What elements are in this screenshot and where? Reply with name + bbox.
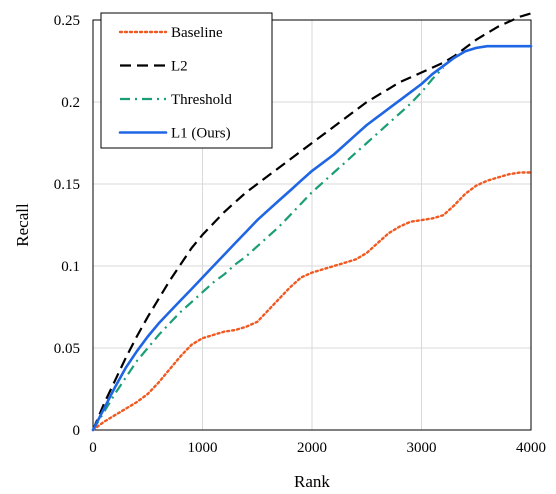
series-line-l1-ours: [91, 44, 533, 432]
y-axis-label: Recall: [13, 203, 32, 247]
series-lines: [91, 12, 533, 432]
y-tick-label: 0.2: [61, 95, 80, 111]
axis-ticks: 0 1000 2000 3000 4000 0 0.05 0.1 0.15 0.2 0.25: [54, 13, 546, 456]
y-tick-label: 0.05: [54, 341, 80, 357]
x-tick-label: 2000: [297, 440, 327, 456]
plot-frame: [92, 19, 532, 431]
legend-label: Baseline: [171, 25, 223, 41]
y-tick-label: 0.1: [61, 259, 80, 275]
series-line-baseline: [91, 171, 533, 432]
x-tick-label: 3000: [407, 440, 437, 456]
y-tick-label: 0.15: [54, 177, 80, 193]
series-line-l2: [91, 12, 532, 431]
legend-label: L2: [171, 59, 188, 75]
legend-label: L1 (Ours): [171, 126, 231, 142]
legend: Baseline L2 Threshold L1 (Ours): [100, 12, 273, 149]
x-axis-label: Rank: [294, 472, 330, 491]
x-tick-label: 1000: [188, 440, 218, 456]
y-tick-label: 0: [73, 423, 81, 439]
series-line-threshold: [92, 66, 445, 431]
x-tick-label: 4000: [516, 440, 546, 456]
legend-box: [100, 12, 273, 149]
x-tick-label: 0: [89, 440, 97, 456]
legend-label: Threshold: [171, 92, 232, 108]
y-tick-label: 0.25: [54, 13, 80, 29]
